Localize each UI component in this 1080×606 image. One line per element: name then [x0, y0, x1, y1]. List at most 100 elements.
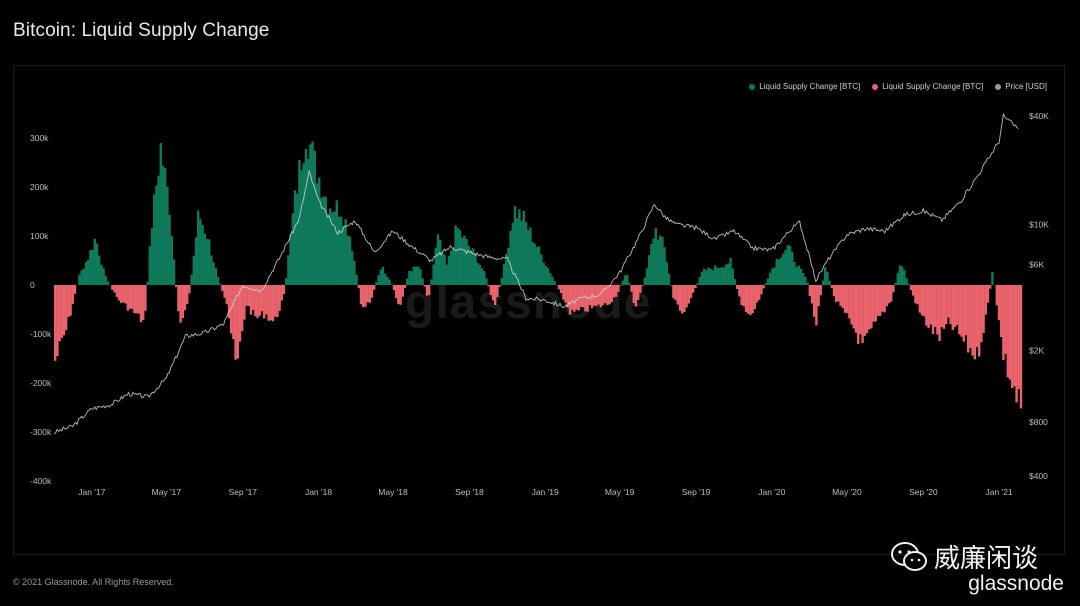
bar-positive — [645, 268, 649, 285]
bar-negative — [144, 285, 147, 311]
bar-positive — [500, 277, 503, 285]
bar-positive — [461, 237, 464, 285]
bar-positive — [408, 271, 411, 285]
bar-negative — [225, 285, 228, 305]
bar-positive — [711, 270, 715, 285]
bar-positive — [417, 266, 420, 285]
bar-negative — [606, 285, 609, 305]
bar-positive — [313, 151, 316, 285]
bar-negative — [599, 285, 602, 308]
bar-positive — [353, 260, 356, 285]
bar-negative — [986, 285, 990, 303]
bar-positive — [898, 265, 902, 285]
bar-negative — [815, 285, 818, 326]
bar-positive — [87, 259, 90, 285]
bar-positive — [91, 249, 94, 285]
bar-positive — [454, 225, 457, 285]
bar-negative — [857, 285, 860, 344]
legend-item-positive[interactable]: Liquid Supply Change [BTC] — [749, 82, 860, 91]
copyright: © 2021 Glassnode. All Rights Reserved. — [13, 577, 174, 587]
bar-positive — [456, 228, 459, 285]
bar-negative — [573, 285, 576, 312]
bar-positive — [769, 272, 772, 285]
bar-negative — [124, 285, 127, 304]
bar-positive — [318, 177, 321, 285]
bar-positive — [203, 233, 206, 285]
legend-label-negative: Liquid Supply Change [BTC] — [882, 82, 984, 91]
bar-positive — [298, 159, 301, 285]
bar-negative — [956, 285, 959, 325]
bar-negative — [975, 285, 979, 347]
bar-positive — [725, 264, 728, 285]
bar-positive — [445, 264, 448, 285]
bar-negative — [582, 285, 585, 308]
bar-positive — [540, 254, 543, 285]
bar-positive — [307, 158, 310, 285]
bar-negative — [949, 285, 952, 325]
bar-positive — [100, 264, 103, 285]
bar-negative — [111, 285, 114, 290]
bar-positive — [384, 273, 387, 285]
y-tick-label: 200k — [30, 182, 49, 192]
bar-positive — [714, 265, 717, 285]
bar-negative — [890, 285, 893, 302]
legend-item-price[interactable]: Price [USD] — [995, 82, 1047, 91]
bar-positive — [903, 270, 906, 285]
legend-label-positive: Liquid Supply Change [BTC] — [759, 82, 861, 91]
x-tick-label: May '17 — [152, 487, 182, 497]
bar-positive — [824, 267, 827, 285]
wechat-badge: 威廉闲谈 — [890, 538, 1038, 575]
bar-positive — [511, 223, 514, 285]
bar-negative — [876, 285, 880, 316]
bar-negative — [749, 285, 752, 315]
bar-positive — [197, 210, 200, 285]
legend-dot-price — [995, 83, 1002, 90]
bar-negative — [236, 285, 239, 359]
bar-negative — [60, 285, 63, 338]
bar-negative — [579, 285, 583, 308]
x-tick-label: May '19 — [605, 487, 635, 497]
bar-negative — [870, 285, 873, 329]
bar-negative — [848, 285, 851, 319]
bar-positive — [733, 279, 737, 285]
bar-negative — [1004, 285, 1007, 354]
bar-positive — [665, 262, 668, 285]
y-tick-label: 100k — [30, 231, 49, 241]
bar-positive — [190, 274, 193, 285]
bar-positive — [469, 249, 473, 285]
legend-item-negative[interactable]: Liquid Supply Change [BTC] — [872, 82, 983, 91]
bar-negative — [62, 285, 66, 336]
bar-positive — [390, 284, 393, 285]
bar-positive — [524, 221, 528, 285]
bar-negative — [918, 285, 921, 313]
bar-negative — [403, 285, 407, 288]
bar-positive — [150, 228, 154, 285]
bar-negative — [839, 285, 842, 306]
bar-positive — [210, 255, 213, 285]
bar-positive — [436, 234, 440, 285]
bar-positive — [529, 227, 532, 285]
bar-negative — [276, 285, 279, 317]
bar-positive — [414, 266, 418, 285]
bar-negative — [364, 285, 367, 307]
bar-positive — [667, 273, 671, 285]
bar-positive — [304, 148, 308, 285]
bar-negative — [934, 285, 937, 328]
bar-negative — [568, 285, 572, 315]
bar-negative — [247, 285, 250, 306]
bar-negative — [945, 285, 948, 325]
bar-positive — [782, 253, 785, 285]
bar-negative — [241, 285, 244, 331]
bar-negative — [608, 285, 611, 305]
bar-negative — [186, 285, 189, 304]
bar-negative — [927, 285, 930, 329]
bar-positive — [709, 269, 712, 285]
bar-positive — [802, 273, 805, 285]
bar-positive — [201, 225, 204, 285]
bar-negative — [672, 285, 675, 299]
legend-label-price: Price [USD] — [1005, 82, 1047, 91]
bar-negative — [641, 285, 644, 286]
bar-negative — [854, 285, 858, 333]
bar-negative — [263, 285, 266, 319]
bar-positive — [322, 196, 325, 285]
